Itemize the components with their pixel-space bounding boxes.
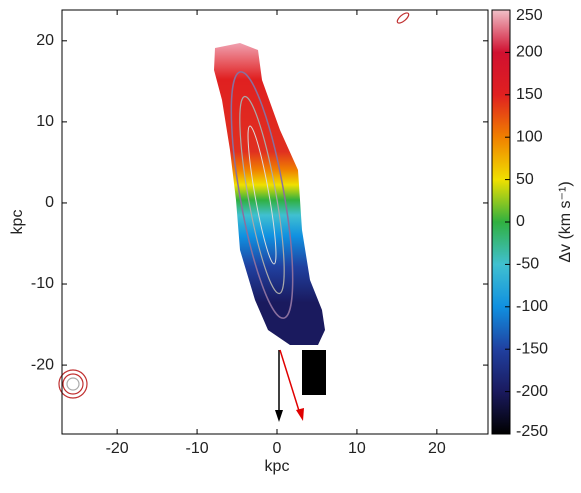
x-tick-label: 0 xyxy=(273,440,282,457)
y-axis-label: kpc xyxy=(9,210,26,235)
colorbar-tick-label: 50 xyxy=(516,171,534,188)
colorbar-tick-label: -250 xyxy=(516,423,548,440)
y-tick-label: 20 xyxy=(36,32,54,49)
y-tick-label: -20 xyxy=(31,356,54,373)
y-tick-label: 10 xyxy=(36,113,54,130)
galaxy-map xyxy=(58,12,410,422)
x-tick-label: 20 xyxy=(428,440,446,457)
y-tick-label: 0 xyxy=(45,194,54,211)
x-axis-label: kpc xyxy=(265,458,290,475)
colorbar-tick-label: 0 xyxy=(516,213,525,230)
colorbar-tick-label: 200 xyxy=(516,44,543,61)
colorbar-tick-label: -100 xyxy=(516,298,548,315)
colorbar-tick-label: 150 xyxy=(516,86,543,103)
colorbar-tick-label: 100 xyxy=(516,128,543,145)
colorbar-label: Δv (km s⁻¹) xyxy=(557,181,574,262)
colorbar-tick-label: 250 xyxy=(516,7,543,24)
colorbar-tick-label: -50 xyxy=(516,256,539,273)
x-tick-label: -10 xyxy=(186,440,209,457)
colorbar-tick-label: -200 xyxy=(516,383,548,400)
x-tick-label: -20 xyxy=(106,440,129,457)
plot-frame xyxy=(61,9,489,435)
x-tick-label: 10 xyxy=(348,440,366,457)
colorbar-tick-label: -150 xyxy=(516,340,548,357)
y-tick-label: -10 xyxy=(31,275,54,292)
